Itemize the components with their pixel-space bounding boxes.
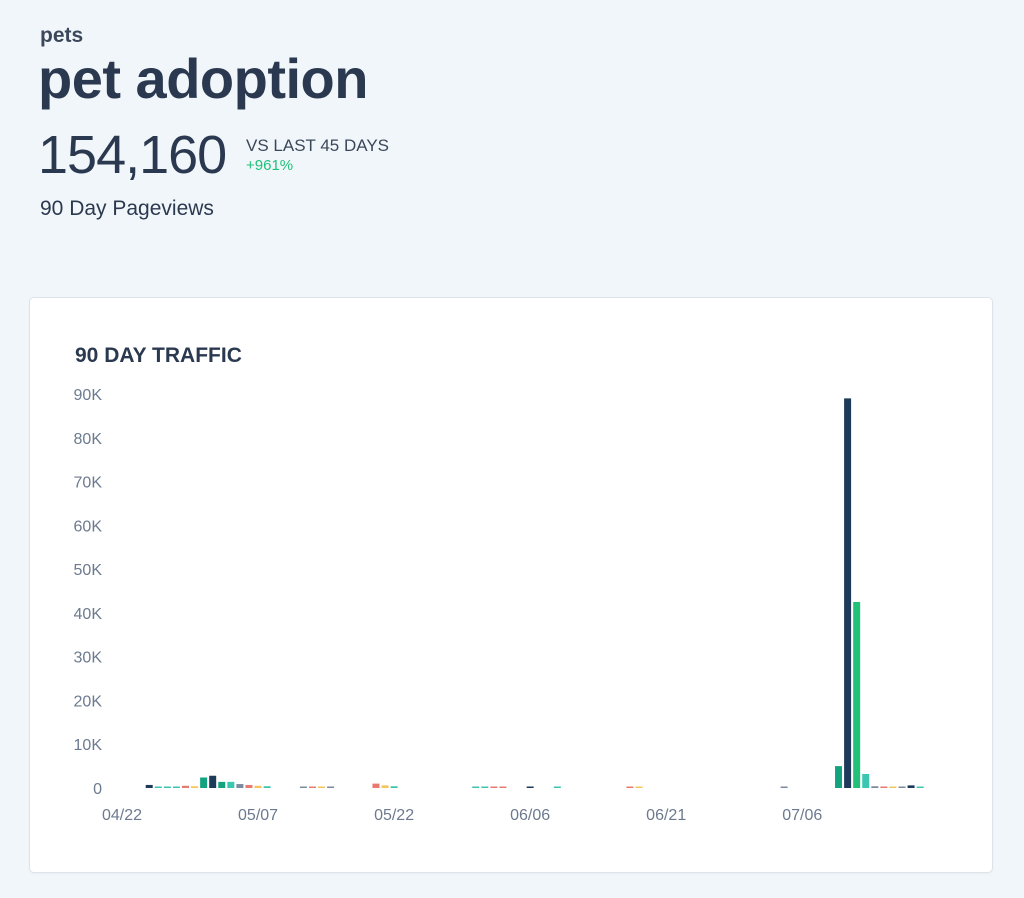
x-tick-label: 07/06 <box>782 807 822 824</box>
traffic-bar[interactable] <box>145 784 153 788</box>
traffic-bar[interactable] <box>472 786 480 789</box>
traffic-bar[interactable] <box>308 786 316 789</box>
traffic-bar[interactable] <box>218 781 226 788</box>
y-tick-label: 20K <box>74 693 103 710</box>
page-title: pet adoption <box>38 47 368 110</box>
traffic-bar[interactable] <box>526 786 534 789</box>
traffic-bar[interactable] <box>227 781 235 788</box>
traffic-bar[interactable] <box>209 775 217 788</box>
y-tick-label: 70K <box>74 475 103 492</box>
traffic-bar[interactable] <box>318 786 326 789</box>
y-tick-label: 90K <box>74 387 103 404</box>
y-tick-label: 0 <box>93 781 102 798</box>
traffic-bar[interactable] <box>871 786 879 788</box>
x-tick-label: 06/06 <box>510 807 550 824</box>
traffic-bar-chart: 90K 80K 70K 60K 50K 40K 30K 20K 10K 004/22 05/07 05… <box>74 387 924 824</box>
traffic-bar[interactable] <box>853 601 861 788</box>
y-tick-label: 40K <box>74 606 103 623</box>
traffic-bar[interactable] <box>889 786 897 789</box>
y-tick-label: 80K <box>74 431 103 448</box>
traffic-bar[interactable] <box>236 784 244 788</box>
traffic-bar[interactable] <box>327 786 335 789</box>
traffic-bar[interactable] <box>245 784 253 788</box>
y-tick-label: 50K <box>74 562 103 579</box>
traffic-bar[interactable] <box>263 786 271 788</box>
traffic-bar[interactable] <box>862 773 870 788</box>
traffic-bar[interactable] <box>490 786 498 789</box>
traffic-bar[interactable] <box>499 786 507 789</box>
traffic-bar[interactable] <box>635 786 643 789</box>
y-tick-label: 30K <box>74 650 103 667</box>
y-tick-label: 60K <box>74 518 103 535</box>
traffic-bar[interactable] <box>191 786 199 788</box>
traffic-bar[interactable] <box>898 786 906 789</box>
x-tick-label: 05/22 <box>374 807 414 824</box>
x-tick-label: 06/21 <box>646 807 686 824</box>
traffic-bar[interactable] <box>372 783 380 788</box>
traffic-bar[interactable] <box>200 777 208 788</box>
traffic-bar[interactable] <box>154 786 162 789</box>
x-tick-label: 04/22 <box>102 807 142 824</box>
traffic-bar[interactable] <box>835 766 843 788</box>
traffic-bar[interactable] <box>844 398 852 788</box>
traffic-bar[interactable] <box>381 785 389 788</box>
traffic-bar[interactable] <box>780 786 788 789</box>
metric-label: 90 Day Pageviews <box>40 197 214 220</box>
traffic-bar[interactable] <box>553 786 561 789</box>
category-label: pets <box>40 24 84 47</box>
traffic-bar[interactable] <box>254 785 262 788</box>
traffic-bar[interactable] <box>390 786 398 788</box>
comparison-label: VS LAST 45 DAYS <box>246 136 389 155</box>
traffic-bar[interactable] <box>163 786 171 789</box>
traffic-bar[interactable] <box>481 786 489 789</box>
traffic-bar[interactable] <box>907 785 915 788</box>
traffic-bar[interactable] <box>172 786 180 789</box>
x-tick-label: 05/07 <box>238 807 278 824</box>
total-pageviews: 154,160 <box>38 125 227 185</box>
traffic-bar[interactable] <box>181 785 189 788</box>
y-tick-label: 10K <box>74 737 103 754</box>
comparison-change: +961% <box>246 157 294 174</box>
chart-title: 90 DAY TRAFFIC <box>75 344 242 367</box>
traffic-bar[interactable] <box>299 786 307 789</box>
traffic-bar[interactable] <box>626 786 634 789</box>
traffic-chart-card: 90 DAY TRAFFIC 90K 80K 70K 60K 50K 40K 30K 20K 1… <box>29 297 993 873</box>
traffic-bar[interactable] <box>880 786 888 789</box>
traffic-bar[interactable] <box>916 786 924 789</box>
